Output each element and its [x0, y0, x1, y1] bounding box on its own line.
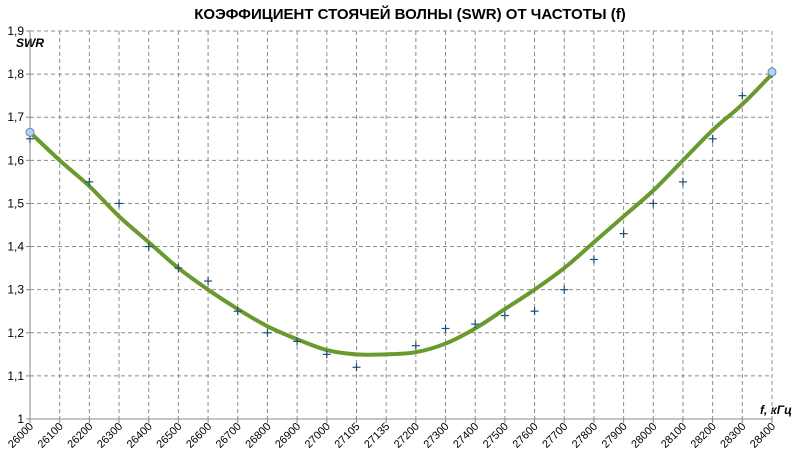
- data-point-circle: [25, 127, 35, 137]
- y-tick-labels: 1 1,1 1,2 1,3 1,4 1,5 1,6 1,7 1,8 1,9: [7, 24, 24, 426]
- x-tick-label: 26300: [95, 421, 125, 451]
- data-point-plus: [738, 91, 747, 100]
- x-tick-label: 27600: [511, 421, 541, 451]
- y-tick-label: 1,2: [7, 326, 24, 340]
- data-point-plus: [352, 363, 361, 372]
- x-tick-label: 26900: [273, 421, 303, 451]
- x-tick-label: 28000: [629, 421, 659, 451]
- x-tick-label: 27800: [570, 421, 600, 451]
- y-tick-label: 1,8: [7, 67, 24, 81]
- data-point-plus: [500, 311, 509, 320]
- data-point-plus: [589, 255, 598, 264]
- data-point-plus: [530, 307, 539, 316]
- data-point-plus: [204, 277, 213, 286]
- data-point-plus: [471, 320, 480, 329]
- data-point-plus: [322, 350, 331, 359]
- data-point-plus: [441, 324, 450, 333]
- data-point-plus: [144, 242, 153, 251]
- x-tick-labels: 26000 26100 26200 26300 26400 26500 26600 26700…: [6, 421, 778, 451]
- x-tick-label: 27000: [303, 421, 333, 451]
- grid: [30, 30, 773, 419]
- x-tick-label: 26600: [184, 421, 214, 451]
- x-axis-label: f, кГц: [760, 403, 792, 417]
- data-point-plus: [708, 134, 717, 143]
- x-tick-label: 27200: [392, 421, 422, 451]
- x-tick-label: 27400: [451, 421, 481, 451]
- x-tick-label: 27900: [600, 421, 630, 451]
- data-point-plus: [619, 229, 628, 238]
- x-tick-label: 27700: [540, 421, 570, 451]
- y-tick-label: 1,3: [7, 283, 24, 297]
- y-tick-label: 1,6: [7, 153, 24, 167]
- x-tick-label: 27105: [332, 421, 362, 451]
- x-tick-label: 28100: [659, 421, 689, 451]
- x-tick-label: 27300: [422, 421, 452, 451]
- data-point-plus: [411, 341, 420, 350]
- chart-title: КОЭФФИЦИЕНТ СТОЯЧЕЙ ВОЛНЫ (SWR) ОТ ЧАСТО…: [194, 5, 625, 23]
- y-tick-label: 1,9: [7, 24, 24, 38]
- data-point-plus: [174, 264, 183, 273]
- data-point-plus: [678, 177, 687, 186]
- data-point-plus: [85, 177, 94, 186]
- series: [25, 67, 777, 372]
- x-tick-label: 26100: [36, 421, 66, 451]
- fit-curve: [28, 72, 774, 357]
- y-tick-label: 1,4: [7, 240, 24, 254]
- y-tick-label: 1,7: [7, 110, 24, 124]
- y-tick-label: 1: [17, 412, 24, 426]
- x-tick-label: 26700: [214, 421, 244, 451]
- data-point-circle: [767, 67, 777, 77]
- data-point-plus: [293, 337, 302, 346]
- x-tick-label: 26200: [65, 421, 95, 451]
- x-tick-label: 28300: [718, 421, 748, 451]
- x-tick-label: 28200: [689, 421, 719, 451]
- x-tick-label: 26800: [243, 421, 273, 451]
- x-tick-label: 28400: [748, 421, 778, 451]
- x-tick-label: 26400: [125, 421, 155, 451]
- data-point-plus: [649, 199, 658, 208]
- data-point-plus: [233, 307, 242, 316]
- axes: [26, 30, 773, 423]
- data-point-plus: [263, 328, 272, 337]
- data-point-plus: [115, 199, 124, 208]
- x-tick-label: 27500: [481, 421, 511, 451]
- x-tick-label: 26500: [154, 421, 184, 451]
- y-tick-label: 1,5: [7, 196, 24, 210]
- data-point-plus: [560, 285, 569, 294]
- x-tick-label: 27135: [362, 421, 392, 451]
- y-tick-label: 1,1: [7, 369, 24, 383]
